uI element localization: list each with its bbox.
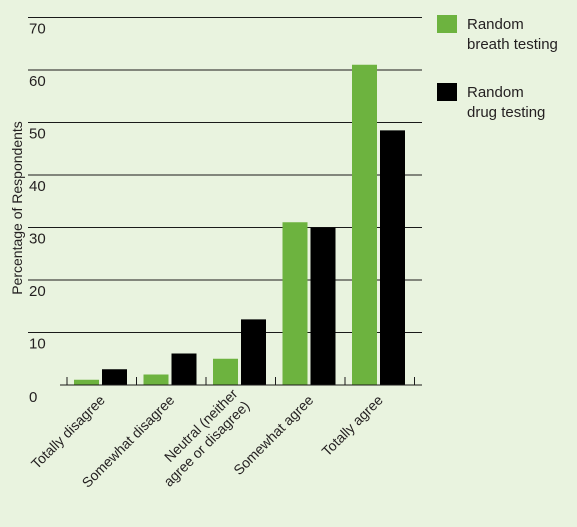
bar-drug-testing — [380, 130, 405, 385]
legend-label-breath-testing: Random breath testing — [467, 16, 558, 53]
legend-swatch-breath-testing — [437, 15, 457, 33]
bar-breath-testing — [282, 222, 308, 385]
y-tick-label: 60 — [29, 73, 46, 90]
bar-drug-testing — [241, 319, 266, 385]
y-axis-title: Percentage of Respondents — [9, 121, 25, 295]
bar-drug-testing — [310, 227, 336, 385]
bar-drug-testing — [102, 369, 127, 385]
y-tick-label: 20 — [29, 283, 46, 300]
y-tick-label: 40 — [29, 178, 46, 195]
y-tick-label: 10 — [29, 336, 46, 353]
legend-label-drug-testing: Random drug testing — [467, 84, 545, 121]
y-tick-label: 0 — [29, 389, 37, 406]
bar-breath-testing — [143, 374, 169, 385]
x-category-label: Totally agree — [318, 392, 386, 460]
x-category-label: Totally disagree — [28, 392, 108, 472]
y-tick-label: 50 — [29, 126, 46, 143]
bar-drug-testing — [171, 353, 197, 385]
bar-breath-testing — [74, 379, 99, 385]
y-tick-label: 30 — [29, 231, 46, 248]
legend-swatch-drug-testing — [437, 83, 457, 101]
bar-breath-testing — [352, 64, 377, 385]
y-tick-label: 70 — [29, 21, 46, 38]
bar-breath-testing — [213, 358, 238, 385]
